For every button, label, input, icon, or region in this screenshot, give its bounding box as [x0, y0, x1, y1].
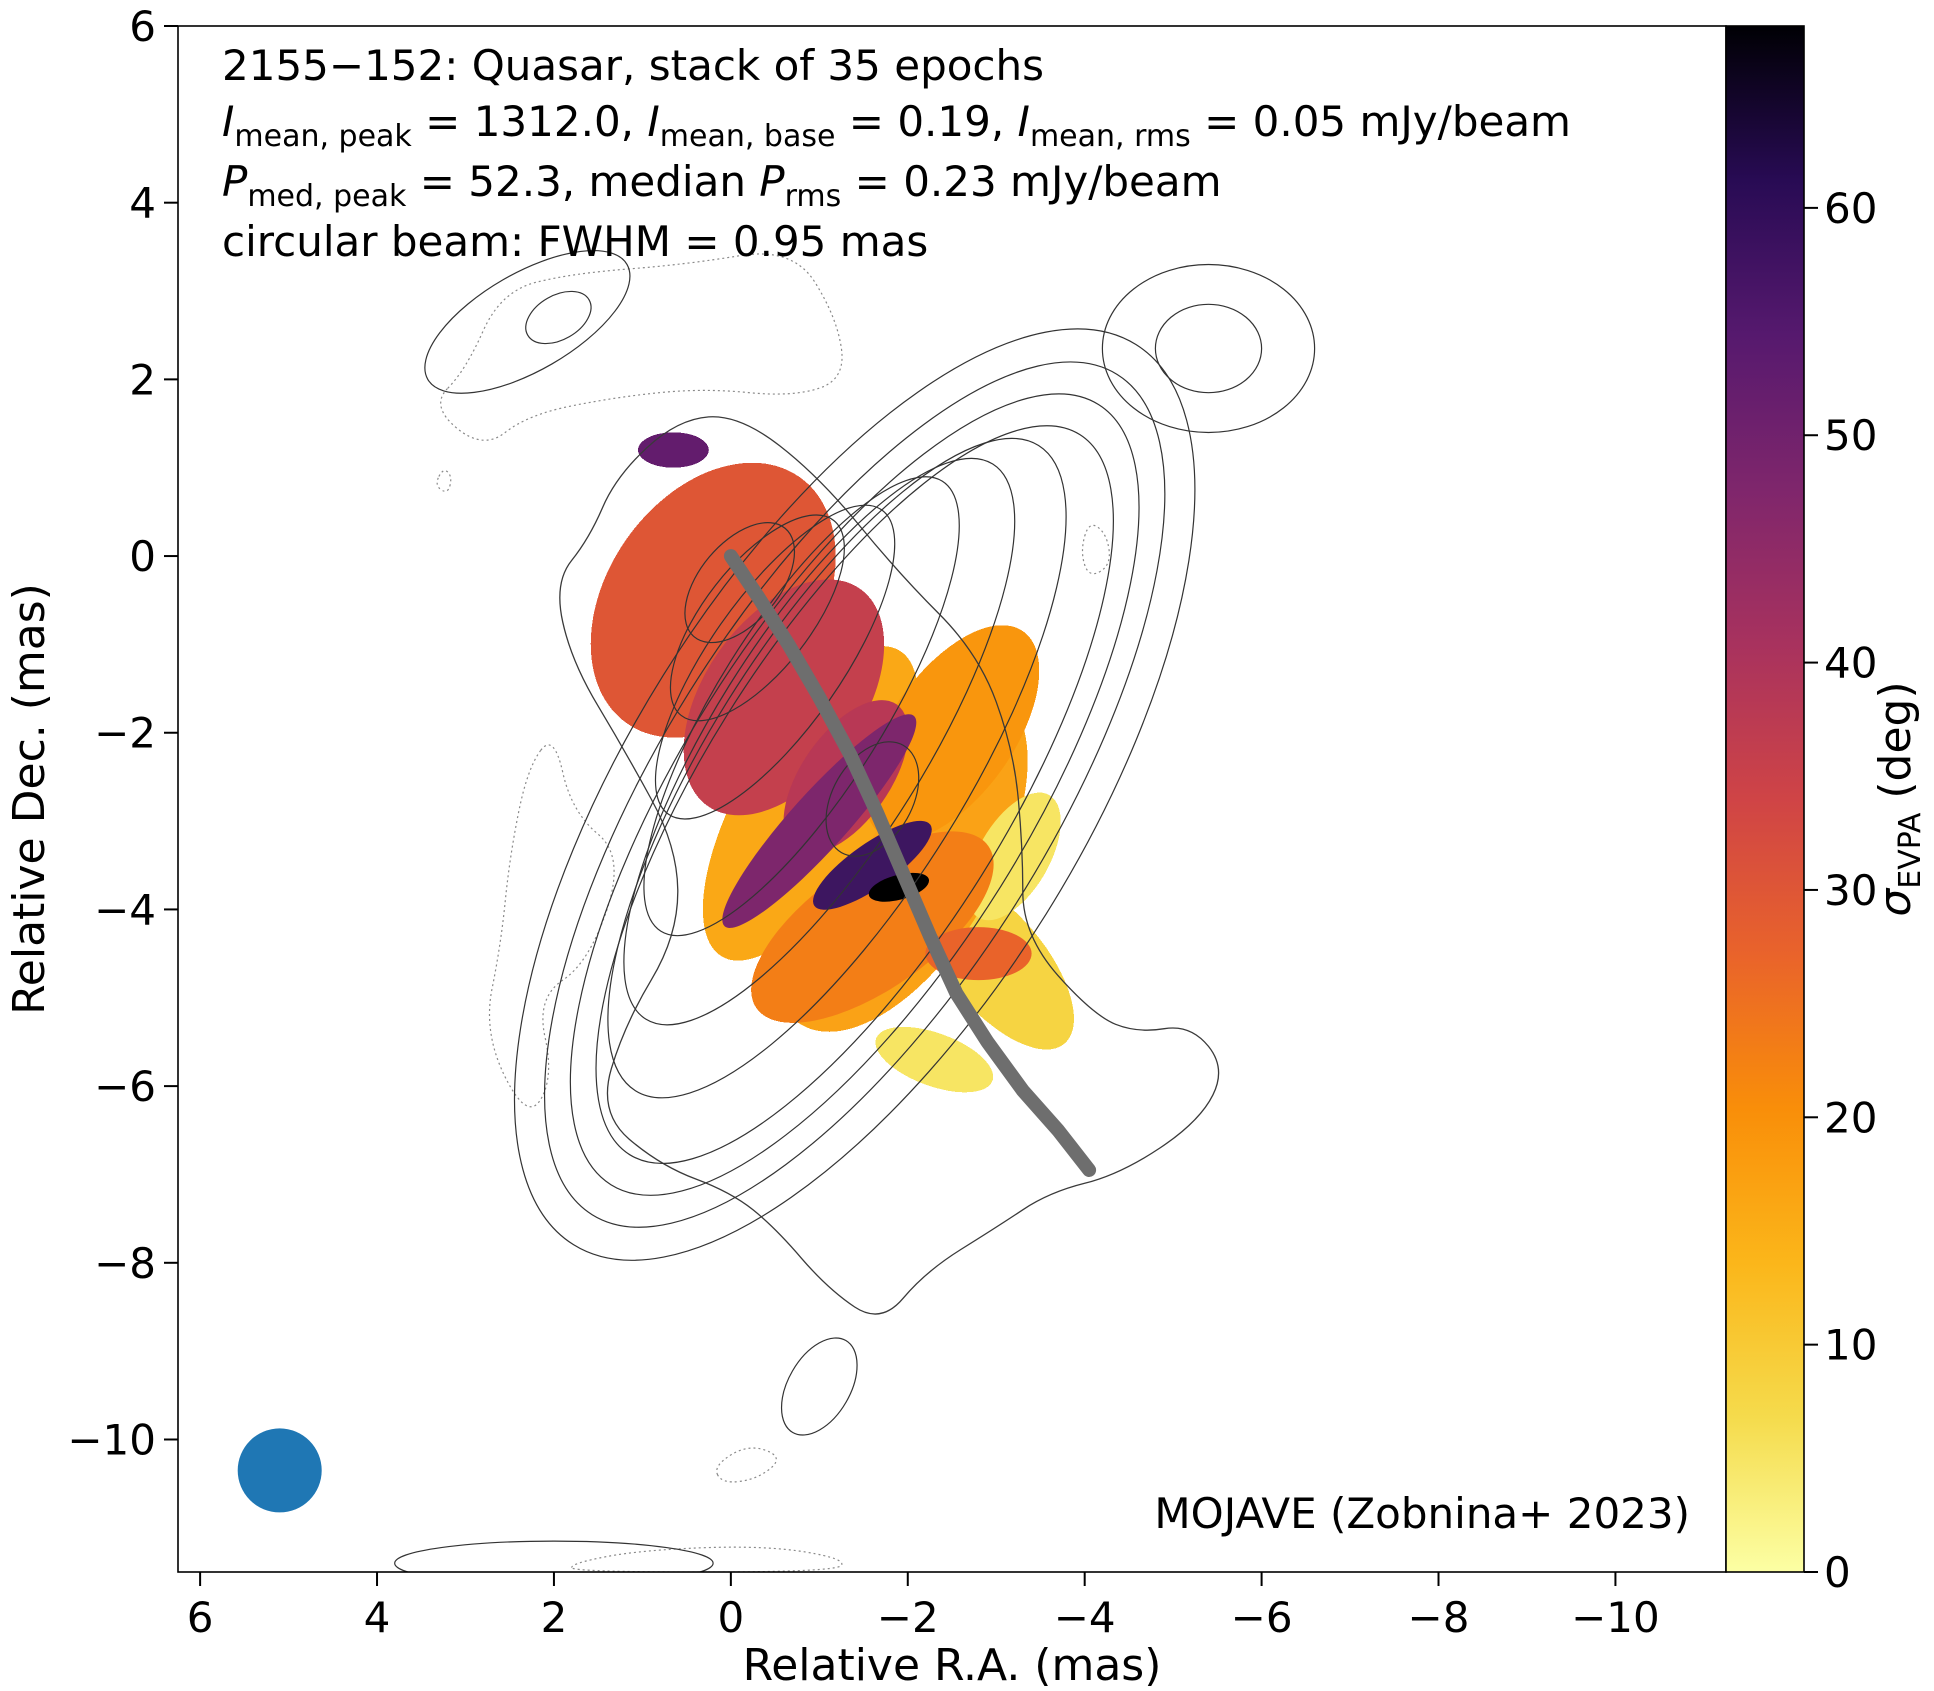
contour-level-13 [424, 249, 631, 394]
contour-group [394, 249, 1316, 1572]
imean-peak-symbol: I [222, 97, 234, 146]
colorbar-tick-label-6: 60 [1824, 184, 1877, 233]
pmed-peak-symbol: P [222, 157, 248, 206]
y-tick-label-2: 2 [129, 355, 156, 404]
contour-level-0 [513, 328, 1196, 1261]
contour-level-14 [525, 290, 592, 345]
x-tick-label-1: 4 [364, 1593, 391, 1642]
x-tick-label-0: 6 [187, 1593, 214, 1642]
x-tick-label-5: −4 [1054, 1593, 1116, 1642]
contour-level-4 [607, 437, 1067, 1099]
heatmap-cell-1 [875, 1026, 994, 1093]
colorbar-tick-label-1: 10 [1824, 1321, 1877, 1370]
colorbar-tick-label-5: 50 [1824, 411, 1877, 460]
contour-level-5 [623, 457, 1016, 1026]
ridge-line [723, 549, 1097, 1177]
evpa-heatmap [590, 432, 1074, 1093]
x-tick-label-8: −10 [1571, 1593, 1660, 1642]
annotation-line-4: circular beam: FWHM = 0.95 mas [222, 217, 928, 266]
imean-rms-symbol: I [1018, 97, 1030, 146]
chart-title: 2155−152: Quasar, stack of 35 epochs [222, 41, 1044, 90]
x-tick-label-2: 2 [541, 1593, 568, 1642]
dotted-contour-2 [1081, 524, 1110, 575]
outer-contour [559, 416, 1220, 1315]
pmed-peak-subscript: med, peak [247, 179, 407, 214]
heatmap-cell-5 [751, 831, 994, 1023]
colorbar-tick-label-2: 20 [1824, 1093, 1877, 1142]
y-tick-label-7: −8 [94, 1239, 156, 1288]
y-axis-label: Relative Dec. (mas) [4, 583, 55, 1015]
imean-peak-value: = 1312.0, [412, 97, 648, 146]
beam-circle [237, 1428, 322, 1513]
imean-base-subscript: mean, base [660, 119, 836, 154]
dotted-contour-5 [716, 1447, 777, 1483]
colorbar-tick-label-0: 0 [1824, 1548, 1851, 1597]
imean-peak-subscript: mean, peak [234, 119, 412, 154]
contour-level-2 [569, 393, 1140, 1196]
contour-level-7 [654, 504, 896, 820]
contour-level-3 [595, 425, 1114, 1164]
plot-area [237, 249, 1316, 1572]
contour-level-12 [1154, 303, 1263, 394]
dotted-contour-4 [570, 1546, 843, 1572]
y-tick-label-6: −6 [94, 1062, 156, 1111]
contour-level-6 [643, 476, 960, 937]
annotation-line-2: Imean, peak = 1312.0, Imean, base = 0.19… [222, 97, 1571, 154]
dotted-contour-3 [436, 470, 452, 492]
contour-level-1 [544, 361, 1166, 1228]
colorbar-label-unit: (deg) [1870, 681, 1921, 812]
y-tick-label-5: −4 [94, 885, 156, 934]
heatmap-cell-14 [638, 432, 709, 468]
y-tick-label-0: 6 [129, 2, 156, 51]
colorbar-label-subscript: EVPA [1893, 812, 1928, 889]
colorbar [1725, 25, 1805, 1573]
colorbar-label: σEVPA (deg) [1870, 681, 1928, 916]
colorbar-axis: 0 10 20 30 40 50 60 [1804, 184, 1877, 1597]
colorbar-tick-label-3: 30 [1824, 866, 1877, 915]
prms-symbol: P [759, 157, 785, 206]
imean-rms-value: = 0.05 mJy/beam [1191, 97, 1571, 146]
contour-level-10 [825, 741, 920, 857]
heatmap-cell-6 [864, 625, 1040, 841]
ridge-line-group [723, 549, 1097, 1177]
y-axis: 6 4 2 0 −2 −4 −6 −8 −10 [67, 2, 178, 1464]
heatmap-cell-11 [722, 714, 917, 928]
dotted-contour-0 [440, 253, 843, 441]
prms-subscript: rms [785, 179, 842, 214]
x-axis-label: Relative R.A. (mas) [743, 1640, 1162, 1691]
y-tick-label-8: −10 [67, 1415, 156, 1464]
heatmap-cell-12 [813, 820, 932, 910]
x-tick-label-4: −2 [877, 1593, 939, 1642]
imean-rms-subscript: mean, rms [1030, 119, 1191, 154]
x-tick-label-7: −8 [1408, 1593, 1470, 1642]
x-tick-label-3: 0 [717, 1593, 744, 1642]
imean-base-value: = 0.19, [835, 97, 1017, 146]
prms-value: = 0.23 mJy/beam [841, 157, 1221, 206]
annotation-line-3: Pmed, peak = 52.3, median Prms = 0.23 mJ… [222, 157, 1222, 214]
y-tick-label-3: 0 [129, 532, 156, 581]
heatmap-cell-7 [925, 927, 1032, 981]
contour-level-16 [394, 1540, 714, 1572]
colorbar-tick-label-4: 40 [1824, 639, 1877, 688]
y-tick-label-1: 4 [129, 179, 156, 228]
credit-label: MOJAVE (Zobnina+ 2023) [1154, 1489, 1690, 1538]
dotted-contour-group [436, 253, 1110, 1572]
imean-base-symbol: I [647, 97, 659, 146]
x-tick-label-6: −6 [1231, 1593, 1293, 1642]
dotted-contour-1 [488, 744, 615, 1108]
pmed-peak-value: = 52.3, median [406, 157, 759, 206]
contour-level-11 [1101, 263, 1316, 434]
beam-group [237, 1428, 322, 1513]
y-tick-label-4: −2 [94, 709, 156, 758]
contour-level-15 [780, 1337, 858, 1436]
colorbar-label-symbol: σ [1870, 888, 1921, 917]
x-axis: 6 4 2 0 −2 −4 −6 −8 −10 [187, 1572, 1660, 1642]
